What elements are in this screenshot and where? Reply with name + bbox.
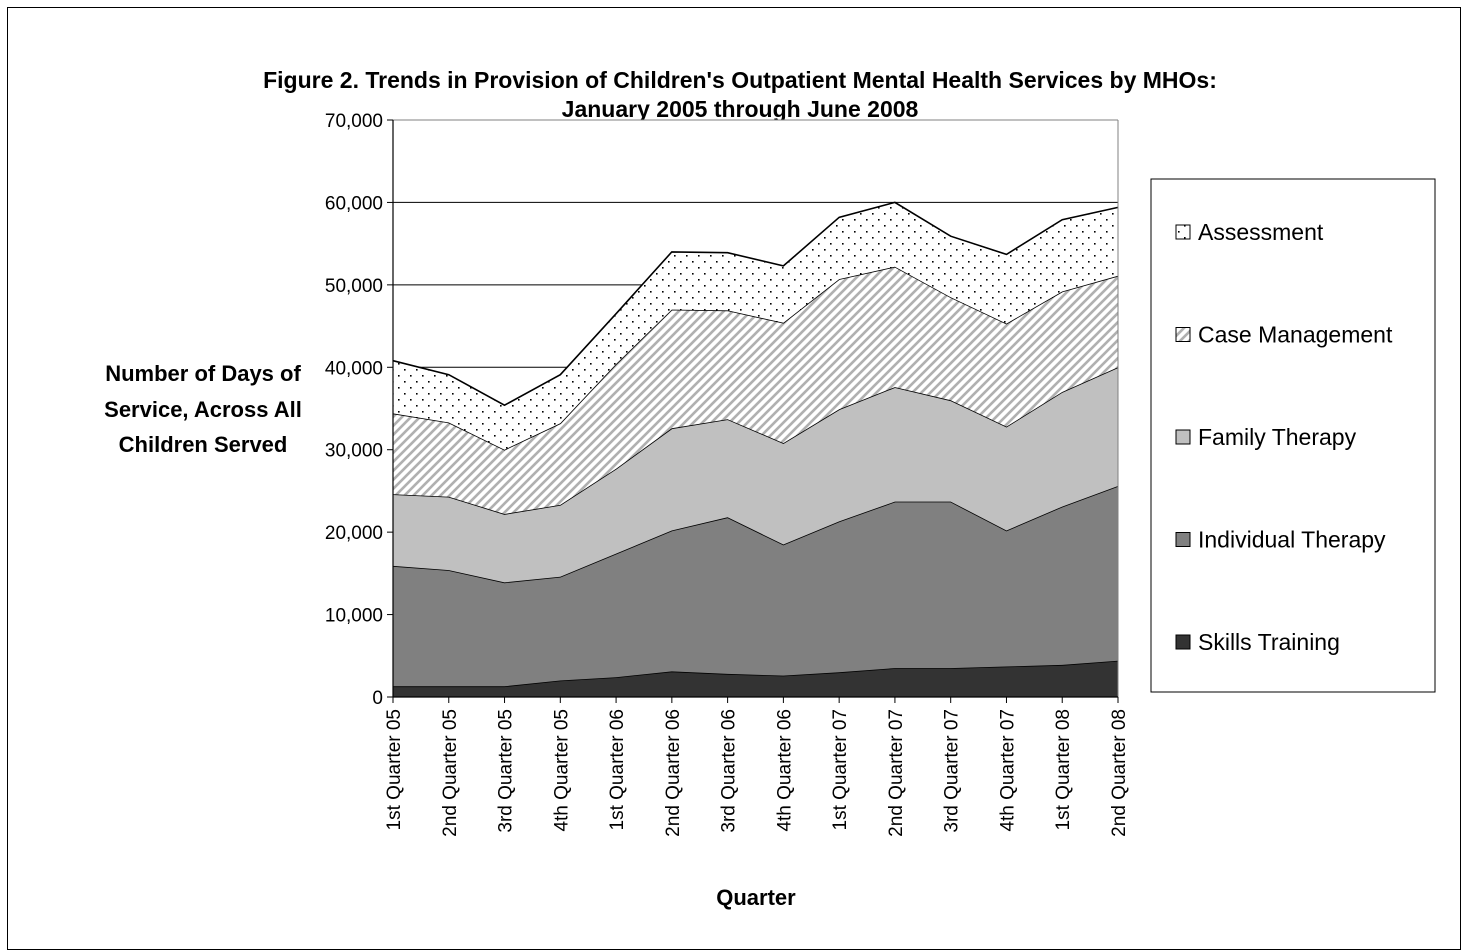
chart-title: Figure 2. Trends in Provision of Childre…	[263, 67, 1217, 93]
legend-swatch-assessment	[1175, 224, 1191, 240]
y-tick-label-2: 20,000	[325, 523, 383, 544]
y-tick-label-4: 40,000	[325, 358, 383, 379]
legend-label-skills-training: Skills Training	[1198, 629, 1340, 655]
legend-label-individual-therapy: Individual Therapy	[1198, 527, 1386, 553]
x-tick-label-4: 1st Quarter 06	[607, 709, 628, 830]
legend-label-assessment: Assessment	[1198, 219, 1324, 245]
area-individual-therapy	[393, 486, 1118, 687]
x-tick-label-2: 3rd Quarter 05	[496, 709, 517, 833]
chart-subtitle: January 2005 through June 2008	[562, 96, 919, 122]
y-tick-label-1: 10,000	[325, 606, 383, 627]
legend-swatch-case-management	[1175, 327, 1191, 342]
x-tick-label-8: 1st Quarter 07	[830, 709, 851, 830]
area-family-therapy	[393, 367, 1118, 583]
x-tick-label-10: 3rd Quarter 07	[942, 709, 963, 833]
x-tick-label-0: 1st Quarter 05	[384, 709, 405, 830]
legend-swatch-family-therapy	[1175, 429, 1191, 445]
legend-label-family-therapy: Family Therapy	[1198, 424, 1357, 450]
x-axis-title: Quarter	[716, 885, 796, 910]
x-tick-label-12: 1st Quarter 08	[1053, 709, 1074, 830]
legend-box	[1150, 178, 1436, 693]
y-tick-label-6: 60,000	[325, 193, 383, 214]
x-tick-label-1: 2nd Quarter 05	[440, 709, 461, 837]
x-tick-label-7: 4th Quarter 06	[774, 709, 795, 832]
legend-label-case-management: Case Management	[1198, 322, 1393, 348]
y-tick-label-3: 30,000	[325, 441, 383, 462]
y-tick-label-7: 70,000	[325, 111, 383, 132]
y-axis-title-line-1: Number of Days of	[105, 361, 301, 386]
y-tick-label-5: 50,000	[325, 276, 383, 297]
legend-swatch-skills-training	[1175, 634, 1191, 650]
x-tick-label-5: 2nd Quarter 06	[663, 709, 684, 837]
legend: Assessment Case Management Family Therapy I…	[1150, 178, 1436, 693]
x-tick-label-9: 2nd Quarter 07	[886, 709, 907, 837]
y-axis-title-line-3: Children Served	[119, 432, 288, 457]
chart-frame	[7, 7, 1461, 950]
area-case-management	[393, 266, 1118, 514]
area-edge-assessment	[392, 201, 1119, 407]
y-axis-title-line-2: Service, Across All	[104, 397, 302, 422]
legend-swatch-individual-therapy	[1175, 532, 1191, 547]
x-tick-label-6: 3rd Quarter 06	[719, 709, 740, 833]
plot-area: 0 10,000 20,000 30,000 40,000 50,000 60,000 70,…	[325, 111, 1130, 837]
area-assessment	[393, 202, 1118, 450]
x-tick-label-3: 4th Quarter 05	[551, 709, 572, 832]
y-tick-label-0: 0	[372, 688, 383, 709]
area-skills-training	[393, 660, 1118, 697]
x-tick-label-13: 2nd Quarter 08	[1109, 709, 1130, 837]
x-tick-label-11: 4th Quarter 07	[997, 709, 1018, 832]
